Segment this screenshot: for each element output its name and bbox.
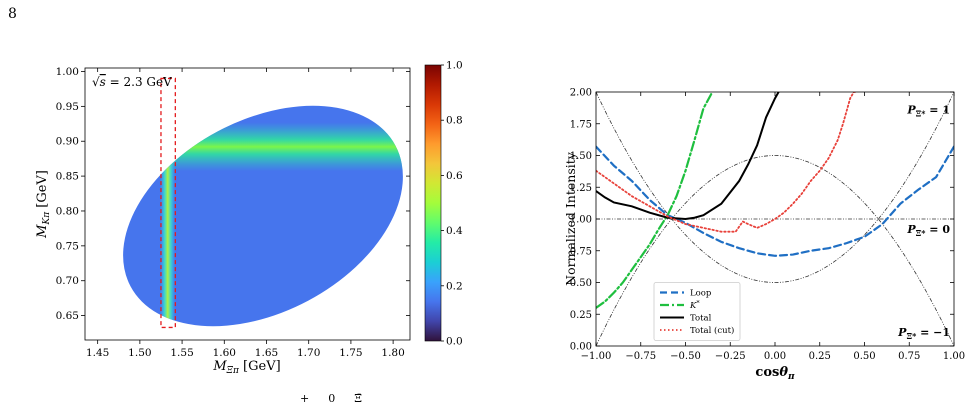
colorbar-tick-label: 0.0 — [446, 336, 463, 348]
x-tick-label: −1.00 — [581, 351, 612, 362]
x-tick-label: 1.50 — [128, 347, 151, 359]
colorbar-tick-label: 1.0 — [446, 60, 463, 72]
heatmap-x-label: MΞπ [GeV] — [212, 359, 280, 376]
energy-annotation: √s = 2.3 GeV — [92, 75, 172, 89]
colorbar-tick-label: 0.4 — [446, 225, 463, 237]
label-p-plus-one: PΞ* = 1 — [906, 104, 950, 119]
ref-curve-plus-one — [596, 92, 954, 283]
label-p-minus-one: PΞ* = −1 — [897, 326, 950, 341]
x-tick-label: 1.80 — [381, 347, 404, 359]
y-tick-label: 0.95 — [56, 101, 79, 113]
line-y-ticks: 0.00 0.25 0.50 0.75 1.00 1.25 1.50 1.75 2.00 — [570, 88, 954, 353]
x-tick-label: 1.55 — [170, 347, 193, 359]
line-x-label: cosθπ — [755, 365, 795, 382]
y-tick-label: 0.70 — [56, 275, 79, 287]
x-tick-label: 1.45 — [86, 347, 109, 359]
y-tick-label: 0.85 — [56, 171, 79, 183]
y-tick-label: 2.00 — [570, 88, 592, 99]
y-tick-label: 0.80 — [56, 205, 79, 217]
colorbar-tick-label: 0.2 — [446, 280, 463, 292]
heatmap-chart: 1.45 1.50 1.55 1.60 1.65 1.70 1.75 1.80 0.65 0.7… — [35, 60, 463, 377]
x-tick-label: 1.60 — [213, 347, 236, 359]
y-tick-label: 1.00 — [56, 66, 79, 78]
line-x-ticks: −1.00 −0.75 −0.50 −0.25 0.00 0.25 0.50 0.75 1.00 — [581, 92, 965, 362]
legend-label: Total — [690, 314, 712, 324]
line-series-group — [596, 92, 954, 309]
label-p-zero: PΞ* = 0 — [906, 223, 950, 238]
x-tick-label: 1.75 — [339, 347, 362, 359]
line-x-label-text: cosθπ — [755, 365, 795, 382]
y-tick-label: 0.65 — [56, 310, 79, 322]
x-tick-label: −0.25 — [715, 351, 746, 362]
legend-label: Total (cut) — [690, 325, 734, 336]
x-tick-label: 1.65 — [255, 347, 278, 359]
page-number: 8 — [8, 6, 17, 22]
heatmap-axes-border — [84, 67, 411, 341]
legend-label: Loop — [690, 289, 712, 299]
y-tick-label: 1.75 — [570, 119, 592, 130]
x-tick-label: 0.00 — [764, 351, 786, 362]
heatmap-y-label: MKπ [GeV] — [35, 170, 52, 239]
x-tick-label: 0.25 — [809, 351, 831, 362]
colorbar-scale — [424, 64, 442, 342]
y-tick-label: 0.25 — [570, 310, 592, 321]
series-line-total-cut — [596, 92, 857, 233]
heatmap-x-ticks: 1.45 1.50 1.55 1.60 1.65 1.70 1.75 1.80 — [86, 68, 405, 359]
series-line-k — [596, 92, 714, 309]
line-y-label: Normalized Intensity — [563, 151, 578, 286]
legend-box — [653, 282, 741, 341]
x-tick-label: 0.50 — [853, 351, 875, 362]
x-tick-label: −0.75 — [625, 351, 656, 362]
ref-curve-minus-one — [596, 155, 954, 346]
x-tick-label: 0.75 — [898, 351, 920, 362]
y-tick-label: 0.75 — [56, 240, 79, 252]
x-tick-label: −0.50 — [670, 351, 701, 362]
angular-distribution-chart: −1.00 −0.75 −0.50 −0.25 0.00 0.25 0.50 0.75 1.00… — [563, 88, 965, 383]
series-line-loop — [596, 145, 954, 257]
y-tick-label: 1.50 — [570, 151, 592, 162]
heatmap-y-ticks: 0.65 0.70 0.75 0.80 0.85 0.90 0.95 1.00 — [56, 66, 410, 322]
energy-annotation-text: √s = 2.3 GeV — [92, 75, 172, 89]
y-tick-label: 0.00 — [570, 342, 592, 353]
colorbar-tick-label: 0.6 — [446, 170, 463, 182]
legend-label: K* — [689, 299, 700, 311]
caption-fragment: + 0 Ξ̄ — [300, 392, 363, 405]
x-tick-label: 1.00 — [943, 351, 965, 362]
colorbar: 0.0 0.2 0.4 0.6 0.8 1.0 — [424, 60, 463, 348]
selection-box — [160, 77, 176, 329]
y-tick-label: 0.75 — [570, 246, 592, 257]
y-tick-label: 0.50 — [570, 278, 592, 289]
y-tick-label: 1.25 — [570, 183, 592, 194]
series-line-total — [596, 92, 780, 221]
polarization-labels: PΞ* = 1 PΞ* = 0 PΞ* = −1 — [897, 104, 950, 341]
colorbar-tick-label: 0.8 — [446, 115, 463, 127]
y-tick-label: 1.00 — [570, 215, 592, 226]
y-tick-label: 0.90 — [56, 136, 79, 148]
x-tick-label: 1.70 — [297, 347, 320, 359]
